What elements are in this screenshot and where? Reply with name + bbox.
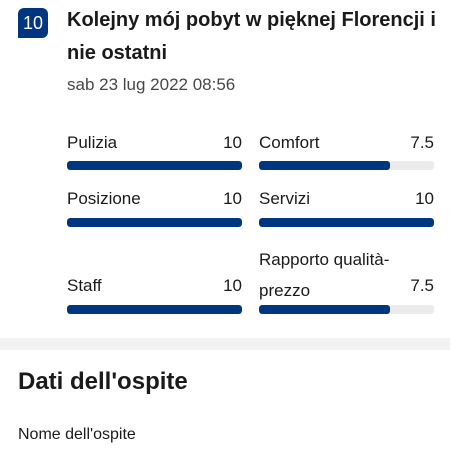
category-bar-fill [259, 161, 391, 170]
category-bar-track [259, 161, 434, 170]
category-staff: Staff 10 [67, 275, 242, 315]
category-value-for-money: Rapporto qualità-prezzo 7.5 [259, 244, 434, 316]
category-label: Posizione [67, 189, 141, 208]
category-bar-fill [259, 305, 391, 314]
category-bar-fill [67, 161, 242, 170]
category-cleanliness: Pulizia 10 [67, 132, 242, 172]
guest-info-heading: Dati dell'ospite [18, 368, 188, 395]
category-value: 10 [223, 133, 242, 152]
category-bar-fill [67, 305, 242, 314]
category-comfort: Comfort 7.5 [259, 132, 434, 172]
category-bar-track [67, 161, 242, 170]
category-value: 10 [415, 189, 434, 208]
category-value: 7.5 [410, 276, 434, 295]
category-label: Servizi [259, 189, 311, 208]
category-bar-track [259, 305, 434, 314]
category-value: 7.5 [410, 133, 434, 152]
category-label: Comfort [259, 133, 320, 152]
category-bar-fill [259, 218, 434, 227]
category-bar-fill [67, 218, 242, 227]
category-value: 10 [223, 189, 242, 208]
category-label: Rapporto qualità-prezzo [259, 250, 390, 300]
category-label: Pulizia [67, 133, 118, 152]
review-score-badge: 10 [18, 8, 48, 38]
category-bar-track [67, 218, 242, 227]
guest-info-section: Dati dell'ospite Nome dell'ospite [0, 350, 450, 450]
category-bar-track [67, 305, 242, 314]
category-bar-track [259, 218, 434, 227]
category-value: 10 [223, 276, 242, 295]
category-facilities: Servizi 10 [259, 188, 434, 228]
category-location: Posizione 10 [67, 188, 242, 228]
review-date: sab 23 lug 2022 08:56 [67, 75, 236, 94]
guest-name-label: Nome dell'ospite [18, 426, 136, 443]
review-title: Kolejny mój pobyt w pięknej Florencji i … [67, 9, 436, 64]
category-label: Staff [67, 276, 102, 295]
review-card: 10 Kolejny mój pobyt w pięknej Florencji… [18, 8, 436, 316]
section-divider [0, 338, 450, 350]
